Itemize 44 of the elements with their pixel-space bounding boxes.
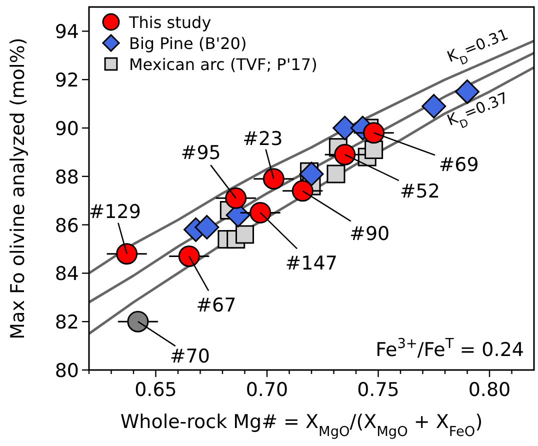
- y-tick-label: 84: [54, 263, 79, 286]
- annotation: K$_{D}$=0.37: [444, 88, 511, 131]
- point: [178, 246, 200, 268]
- y-tick-label: 82: [54, 312, 79, 334]
- point: [364, 140, 384, 160]
- annotation: #69: [438, 154, 479, 176]
- point: [363, 122, 385, 144]
- annotation: K$_{D}$=0.31: [444, 25, 511, 68]
- annotation: Fe$^{3+}$/Fe$^{T}$ = 0.24: [376, 336, 524, 361]
- annotation: #67: [196, 294, 236, 316]
- point: [194, 214, 220, 240]
- y-tick-label: 80: [54, 360, 79, 382]
- x-tick-label: 0.75: [357, 379, 400, 401]
- legend-label: Big Pine (B'20): [129, 34, 247, 53]
- point: [116, 243, 138, 265]
- point: [127, 310, 149, 332]
- legend-label: This study: [128, 13, 212, 32]
- y-tick-label: 88: [54, 166, 79, 188]
- annotation: #95: [180, 142, 221, 164]
- point: [422, 94, 446, 118]
- legend-label: Mexican arc (TVF; P'17): [129, 55, 318, 74]
- x-tick-label: 0.65: [134, 379, 177, 401]
- point: [236, 225, 254, 244]
- point: [299, 162, 324, 186]
- y-tick-label: 92: [54, 70, 79, 92]
- x-axis-title: Whole-rock Mg# = X$_{MgO}$/(X$_{MgO}$ + X$_{FeO}$): [120, 411, 483, 440]
- point: [334, 144, 356, 166]
- point: [225, 187, 247, 209]
- annotation: #52: [400, 180, 440, 203]
- point: [250, 202, 272, 224]
- annotation: #90: [350, 222, 390, 245]
- point: [326, 164, 346, 184]
- x-tick-label: 0.80: [468, 379, 511, 401]
- x-tick-label: 0.70: [246, 379, 288, 401]
- y-tick-label: 90: [54, 118, 79, 140]
- annotation: #70: [170, 346, 210, 368]
- annotation: #147: [285, 252, 338, 275]
- y-tick-label: 94: [54, 21, 79, 44]
- y-tick-label: 86: [54, 214, 79, 237]
- y-axis-title: Max Fo olivine analyzed (mol%): [7, 38, 29, 340]
- point: [292, 180, 314, 202]
- annotation: #129: [88, 200, 141, 223]
- annotation: #23: [242, 128, 283, 150]
- point: [262, 168, 284, 190]
